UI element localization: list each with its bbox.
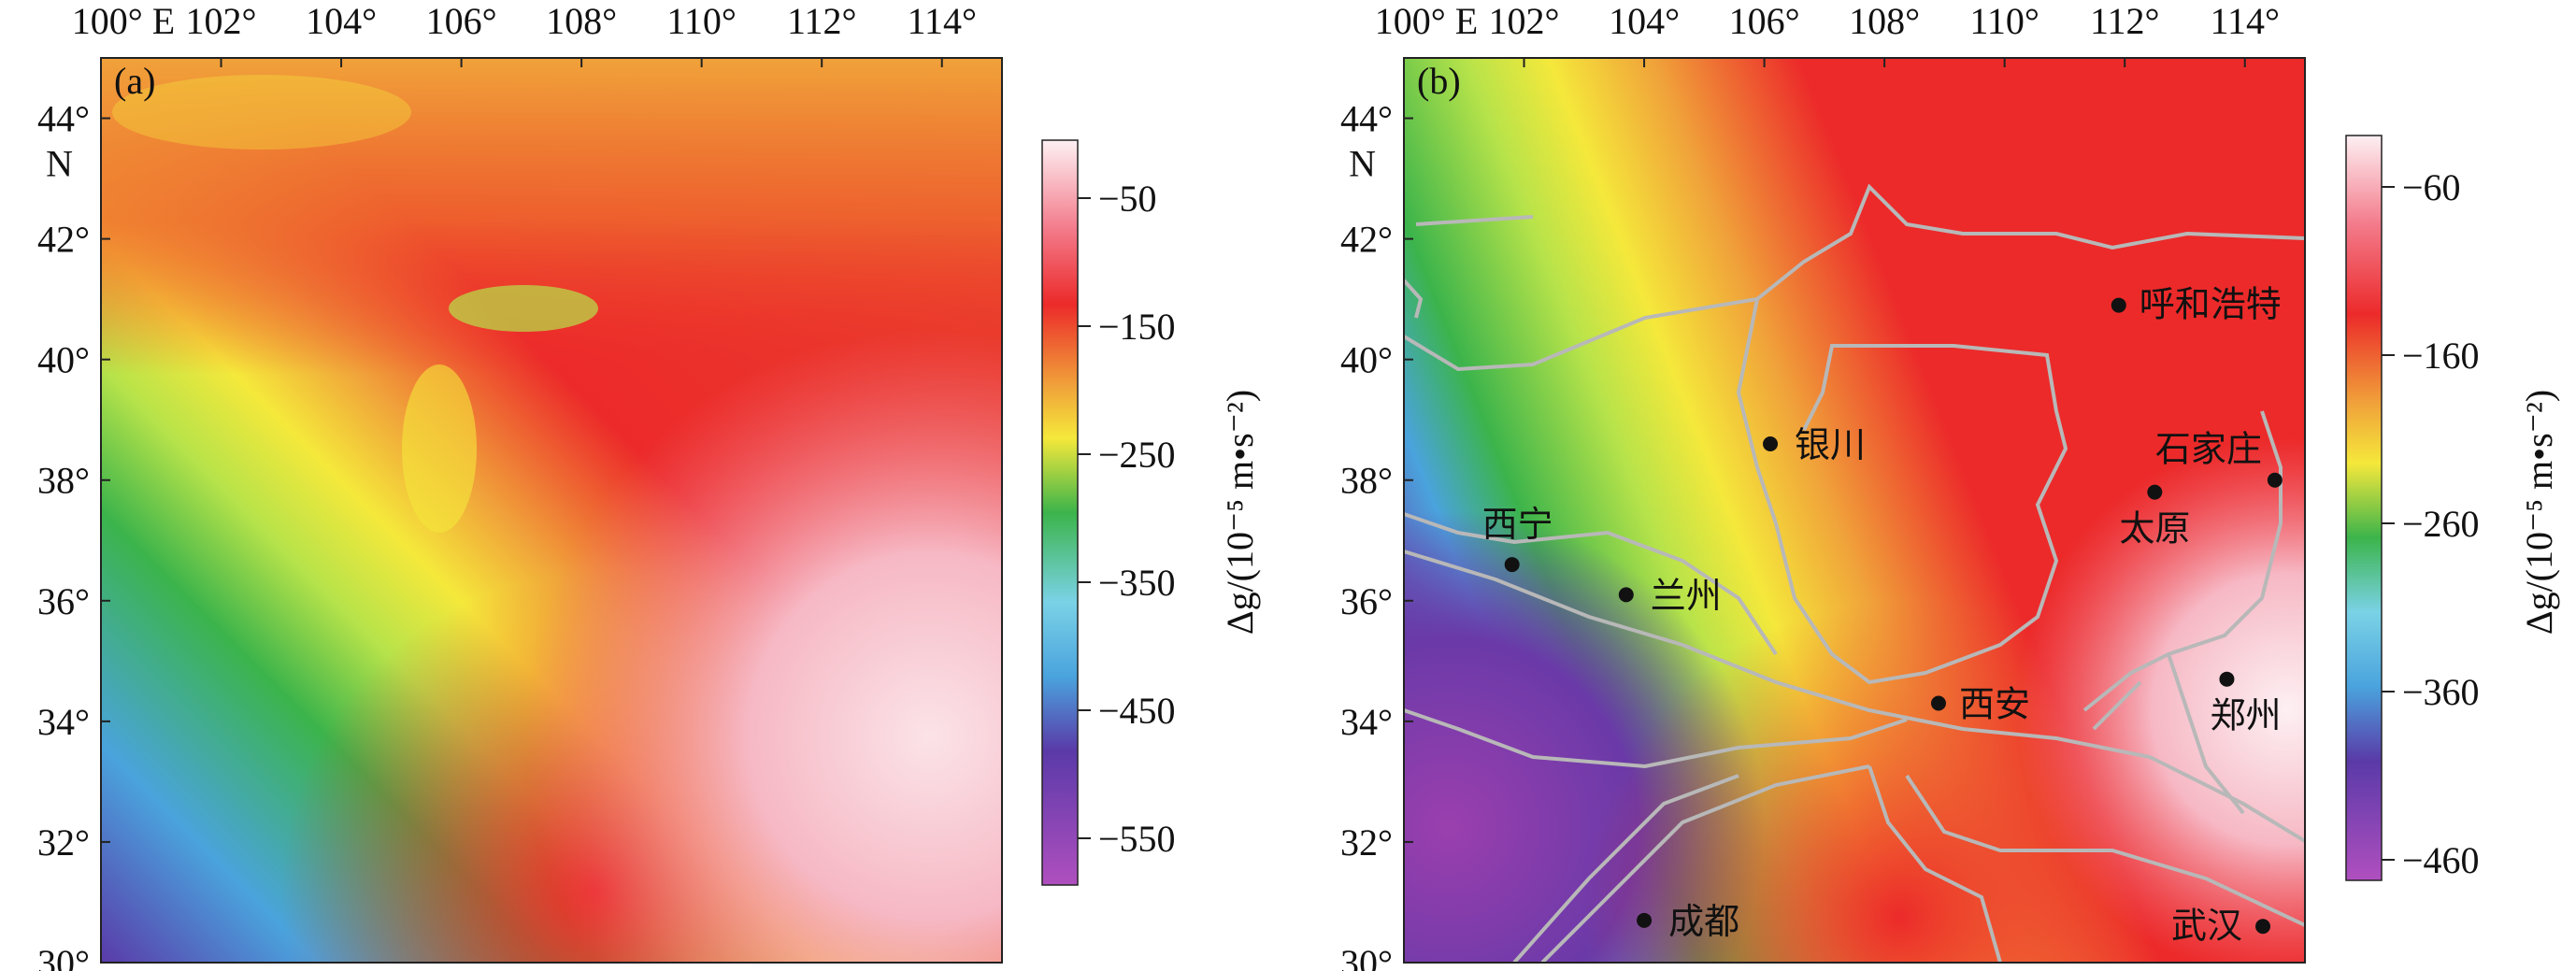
colorbar-a-ramp bbox=[1041, 139, 1079, 886]
x-tick-label-a: 112° bbox=[787, 0, 857, 42]
colorbar-tick-label: −360 bbox=[2402, 671, 2480, 713]
panel-b-map bbox=[1404, 58, 2305, 963]
x-tick-label-a: 106° bbox=[426, 0, 497, 42]
city-label: 兰州 bbox=[1651, 575, 1722, 616]
y-tick-label-b: 36° bbox=[1340, 580, 1393, 622]
panel-b-axes: 100° E 102° 104° 106° 108° 110° 112° 114° 30° 32°… bbox=[1340, 0, 2280, 971]
panel-b-label: (b) bbox=[1417, 60, 1461, 102]
colorbar-tick-label: −60 bbox=[2402, 166, 2461, 208]
panel-a-label: (a) bbox=[114, 60, 155, 102]
city-marker bbox=[1618, 587, 1634, 603]
x-tick-label-b: 100° E bbox=[1375, 0, 1478, 42]
colorbar-a-ticks: −50 −150 −250 −350 −450 −550 bbox=[1078, 178, 1176, 860]
north-label-b: N bbox=[1349, 143, 1376, 185]
city-label: 西宁 bbox=[1482, 504, 1553, 545]
city-marker bbox=[2255, 919, 2271, 935]
x-tick-label-a: 108° bbox=[546, 0, 617, 42]
city-label: 银川 bbox=[1795, 424, 1866, 465]
colorbar-tick-label: −460 bbox=[2402, 839, 2480, 881]
colorbar-tick-label: −50 bbox=[1098, 178, 1157, 220]
city-label: 成都 bbox=[1668, 901, 1739, 942]
y-tick-label-b: 42° bbox=[1340, 219, 1393, 261]
x-tick-label-b: 110° bbox=[1969, 0, 2039, 42]
colorbar-tick-label: −550 bbox=[1098, 818, 1176, 860]
city-marker bbox=[2111, 297, 2126, 313]
colorbar-tick-label: −450 bbox=[1098, 690, 1176, 732]
y-tick-label-b: 38° bbox=[1340, 460, 1393, 502]
x-tick-label-b: 104° bbox=[1609, 0, 1680, 42]
panel-b-frame bbox=[1403, 57, 2306, 964]
x-tick-label-b: 106° bbox=[1729, 0, 1800, 42]
colorbar-tick-label: −260 bbox=[2402, 503, 2480, 545]
y-tick-label-a: 36° bbox=[37, 580, 90, 622]
colorbar-b: −60 −160 −260 −360 −460 Δg/(10⁻⁵ m•s⁻²) bbox=[2345, 135, 2560, 881]
x-tick-label-a: 110° bbox=[666, 0, 737, 42]
colorbar-b-ramp bbox=[2345, 135, 2383, 881]
y-tick-label-b: 34° bbox=[1340, 701, 1393, 743]
x-tick-label-b: 114° bbox=[2210, 0, 2280, 42]
colorbar-a: −50 −150 −250 −350 −450 −550 Δg/(10⁻⁵ m•s⁻²) bbox=[1041, 139, 1261, 886]
colorbar-tick-label: −160 bbox=[2402, 335, 2480, 377]
x-tick-label-b: 102° bbox=[1489, 0, 1560, 42]
city-marker bbox=[2147, 484, 2163, 500]
city-label: 西安 bbox=[1959, 684, 2030, 725]
y-tick-label-a: 40° bbox=[37, 339, 90, 381]
x-tick-label-b: 112° bbox=[2090, 0, 2160, 42]
city-marker bbox=[1504, 557, 1520, 573]
y-tick-label-a: 32° bbox=[37, 821, 90, 864]
panel-a-frame bbox=[100, 57, 1003, 964]
colorbar-a-title: Δg/(10⁻⁵ m•s⁻²) bbox=[1219, 390, 1261, 635]
x-tick-label-b: 108° bbox=[1849, 0, 1920, 42]
colorbar-b-ticks: −60 −160 −260 −360 −460 bbox=[2382, 166, 2480, 881]
x-tick-label-a: 104° bbox=[306, 0, 377, 42]
city-label: 石家庄 bbox=[2155, 429, 2262, 470]
city-label: 郑州 bbox=[2210, 695, 2281, 736]
y-tick-label-b: 40° bbox=[1340, 339, 1393, 381]
y-tick-label-a: 42° bbox=[37, 219, 90, 261]
y-tick-label-a: 34° bbox=[37, 701, 90, 743]
panel-a-axes: 100° E 102° 104° 106° 108° 110° 112° 114° 30° 32°… bbox=[37, 0, 977, 971]
y-tick-label-a: 44° bbox=[37, 98, 90, 140]
city-marker bbox=[2219, 671, 2235, 687]
colorbar-tick-label: −250 bbox=[1098, 434, 1176, 476]
x-tick-label-a: 114° bbox=[907, 0, 977, 42]
colorbar-tick-label: −350 bbox=[1098, 562, 1176, 604]
city-marker bbox=[2267, 472, 2283, 488]
city-marker bbox=[1930, 695, 1946, 711]
y-tick-label-b: 44° bbox=[1340, 98, 1393, 140]
boundary-lines bbox=[1404, 183, 2305, 963]
x-tick-label-a: 102° bbox=[186, 0, 257, 42]
colorbar-tick-label: −150 bbox=[1098, 306, 1176, 348]
north-label-a: N bbox=[46, 143, 73, 185]
y-tick-label-b: 30° bbox=[1340, 942, 1393, 971]
x-tick-label-a: 100° E bbox=[72, 0, 175, 42]
city-label: 武汉 bbox=[2171, 905, 2242, 946]
city-label: 呼和浩特 bbox=[2140, 284, 2282, 325]
city-marker bbox=[1763, 436, 1779, 452]
city-marker bbox=[1637, 912, 1653, 928]
city-label: 太原 bbox=[2119, 508, 2190, 550]
y-tick-label-b: 32° bbox=[1340, 821, 1393, 864]
colorbar-b-title: Δg/(10⁻⁵ m•s⁻²) bbox=[2518, 390, 2560, 635]
panel-a-map bbox=[101, 58, 1002, 963]
y-tick-label-a: 30° bbox=[37, 942, 90, 971]
y-tick-label-a: 38° bbox=[37, 460, 90, 502]
panel-a: (a) bbox=[100, 57, 1003, 964]
